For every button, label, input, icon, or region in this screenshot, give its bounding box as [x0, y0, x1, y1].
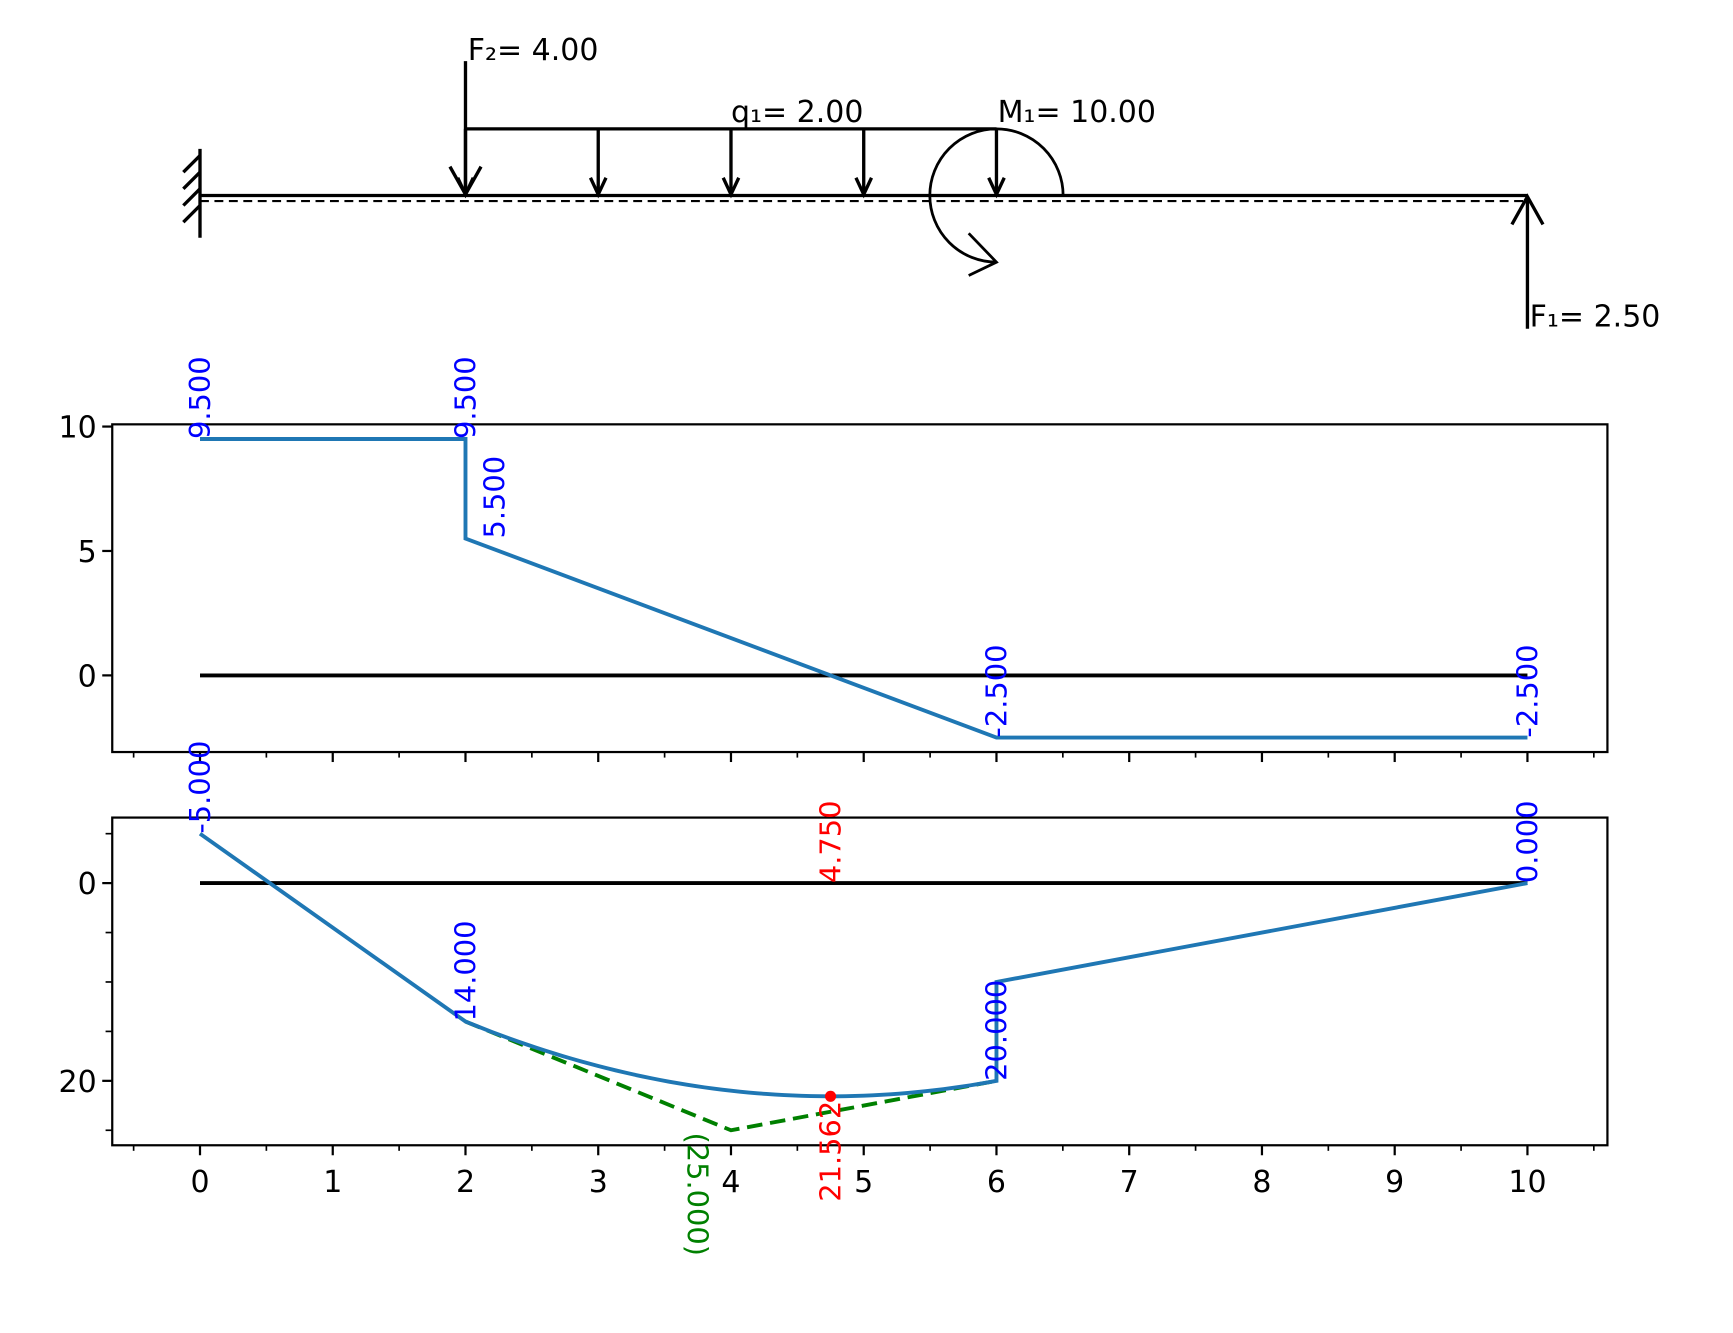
bending-moment-line: [198, 832, 1528, 1099]
x-tick-label: 1: [323, 1165, 342, 1200]
plot-frame: [111, 423, 1609, 754]
bending-moment-plot: 0 1 2 3 4 5 6 7 8 9 10 0 20 -5.000 14.000 20.000 0.000 4.…: [59, 741, 1609, 1256]
distributed-load-arrowhead: [854, 177, 874, 199]
y-tick-label: 0: [78, 659, 97, 694]
value-label: 14.000: [448, 920, 482, 1021]
beam-schematic: F₂= 4.00 q₁= 2.00 M₁= 10.00 F₁= 2.50: [182, 33, 1661, 335]
distributed-load-arrowhead: [456, 177, 475, 199]
distributed-load-label: q₁= 2.00: [731, 95, 863, 130]
x-tick-label: 2: [456, 1165, 475, 1200]
x-tick-label: 9: [1385, 1165, 1404, 1200]
value-label: 4.750: [814, 800, 848, 883]
value-label: 9.500: [448, 356, 482, 439]
y-tick-label: 10: [59, 411, 97, 446]
force-f2-label: F₂= 4.00: [468, 33, 599, 68]
moment-envelope-dashed-line: [464, 1019, 997, 1133]
distributed-load-arrowhead: [588, 177, 608, 199]
value-label: -5.000: [183, 741, 217, 834]
fixed-support-icon: [182, 148, 202, 238]
x-tick-label: 10: [1508, 1165, 1546, 1200]
moment-m1-label: M₁= 10.00: [998, 95, 1156, 130]
x-tick-label: 0: [190, 1165, 209, 1200]
x-tick-label: 8: [1252, 1165, 1271, 1200]
x-tick-label: 5: [854, 1165, 873, 1200]
x-tick-label: 6: [987, 1165, 1006, 1200]
max-moment-point: [824, 1090, 837, 1102]
x-tick-label: 3: [589, 1165, 608, 1200]
force-f1-label: F₁= 2.50: [1530, 300, 1661, 335]
value-label: -2.500: [979, 644, 1013, 737]
value-label: 0.000: [1510, 800, 1544, 883]
distributed-load-icon: [456, 127, 1006, 199]
x-tick-label: 7: [1120, 1165, 1139, 1200]
value-label: 20.000: [979, 980, 1013, 1081]
value-label: -2.500: [1510, 644, 1544, 737]
y-tick-label: 5: [78, 535, 97, 570]
x-tick-label: 4: [721, 1165, 740, 1200]
value-label: 5.500: [477, 456, 511, 539]
value-label: 9.500: [183, 356, 217, 439]
distributed-load-arrowhead: [721, 177, 741, 199]
value-label: (25.000): [681, 1132, 715, 1256]
shear-force-plot: 10 5 0 9.500 9.500 5.500 -2.500 -2.500: [59, 356, 1609, 763]
value-label: 21.562: [814, 1101, 848, 1202]
shear-force-line: [199, 437, 1528, 740]
force-f1-arrow-icon: [1510, 193, 1545, 329]
distributed-load-arrowhead: [987, 177, 1006, 199]
y-tick-label: 0: [78, 867, 97, 902]
moment-m1-icon: [928, 127, 1065, 277]
y-tick-label: 20: [59, 1065, 97, 1100]
